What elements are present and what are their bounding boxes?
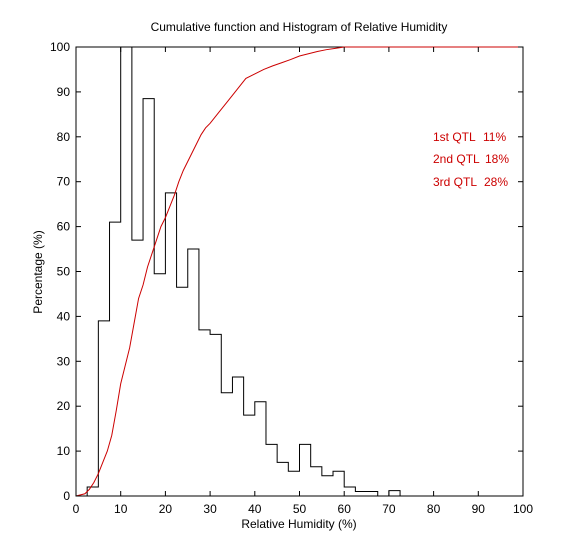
chart-title: Cumulative function and Histogram of Rel… [151,20,448,34]
x-tick-label: 90 [472,502,486,516]
x-tick-label: 40 [248,502,262,516]
plot-area: 0 10 20 30 40 50 60 70 80 90 100 0 10 20 30 40 50 60 70 80 9… [50,40,533,516]
x-tick-label: 0 [73,502,80,516]
quantile-1-label: 1st QTL [433,130,476,144]
cumulative-series [75,46,523,497]
quantile-2-value: 18% [485,152,509,166]
x-axis-label: Relative Humidity (%) [241,517,356,531]
x-tick-label: 60 [338,502,352,516]
quantile-3-value: 28% [484,175,508,189]
y-tick-label: 60 [57,220,71,234]
y-tick-label: 0 [63,489,70,503]
plot-frame [75,46,524,497]
quantile-2-label: 2nd QTL [433,152,480,166]
y-tick-label: 40 [57,309,71,323]
series-layer [75,46,523,497]
x-tick-label: 80 [427,502,441,516]
y-tick-label: 90 [57,85,71,99]
y-tick-label: 80 [57,130,71,144]
y-tick-label: 100 [50,40,70,54]
x-tick-label: 20 [159,502,173,516]
quantile-1-value: 11% [483,130,506,144]
x-tick-label: 70 [382,502,396,516]
x-tick-label: 10 [114,502,128,516]
y-axis-label: Percentage (%) [31,230,45,313]
tick-layer: 0 10 20 30 40 50 60 70 80 90 100 0 10 20 30 40 50 60 70 80 9… [50,40,533,516]
y-tick-label: 30 [57,354,71,368]
y-tick-label: 50 [57,265,71,279]
x-tick-label: 50 [293,502,307,516]
histogram-series [76,46,412,497]
quantile-annotations: 1st QTL 11% 2nd QTL 18% 3rd QTL 28% [433,130,509,189]
x-tick-label: 30 [203,502,217,516]
quantile-3-label: 3rd QTL [433,175,477,189]
x-tick-label: 100 [513,502,533,516]
y-tick-label: 20 [57,399,71,413]
y-tick-label: 70 [57,175,71,189]
y-tick-label: 10 [57,444,71,458]
